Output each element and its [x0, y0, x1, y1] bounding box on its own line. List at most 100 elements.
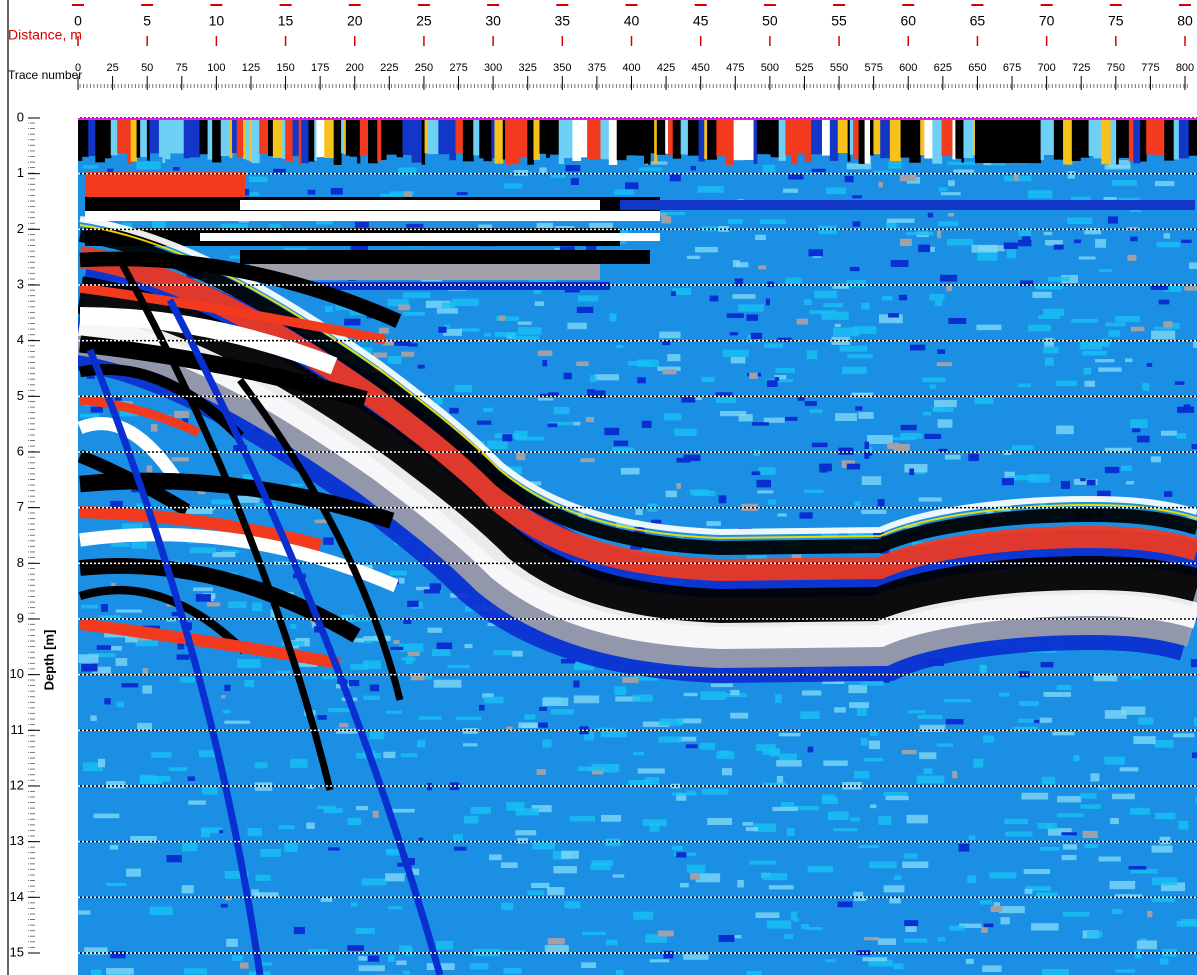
texture: [308, 949, 328, 955]
texture: [628, 361, 650, 366]
texture: [427, 118, 438, 154]
texture: [463, 743, 478, 746]
texture: [754, 118, 758, 164]
texture: [388, 356, 402, 364]
texture: [937, 230, 941, 238]
texture: [888, 313, 899, 317]
texture: [891, 437, 916, 440]
texture: [484, 118, 492, 161]
texture: [909, 468, 914, 475]
texture: [564, 373, 572, 380]
texture: [766, 298, 770, 305]
texture: [106, 883, 126, 886]
texture: [1046, 823, 1057, 829]
texture: [847, 163, 871, 169]
texture: [518, 327, 542, 335]
texture: [939, 187, 947, 191]
texture: [344, 319, 360, 326]
texture: [339, 723, 348, 727]
texture: [1044, 338, 1054, 347]
texture: [291, 484, 303, 487]
texture: [863, 957, 888, 961]
texture: [784, 934, 793, 939]
texture: [719, 495, 727, 503]
texture: [232, 118, 237, 153]
texture: [751, 333, 762, 339]
texture: [805, 401, 817, 406]
texture: [551, 175, 566, 178]
trace-tick-label: 25: [106, 62, 118, 74]
texture: [730, 690, 739, 695]
texture: [796, 806, 819, 810]
texture: [350, 664, 368, 670]
texture: [502, 434, 512, 441]
texture: [356, 806, 368, 810]
texture: [812, 169, 826, 172]
texture: [699, 118, 705, 161]
texture: [538, 722, 548, 727]
texture: [947, 162, 974, 165]
texture: [622, 677, 638, 683]
distance-tick-label: 45: [693, 13, 709, 29]
texture: [1191, 659, 1197, 667]
texture: [952, 771, 957, 778]
texture: [379, 328, 389, 334]
texture: [867, 435, 893, 444]
texture: [621, 468, 640, 475]
texture: [190, 547, 216, 553]
texture: [1193, 341, 1197, 348]
texture: [246, 118, 250, 160]
texture: [848, 685, 867, 693]
texture: [722, 768, 732, 775]
texture: [189, 118, 200, 157]
texture: [606, 940, 617, 946]
texture: [483, 408, 492, 412]
texture: [676, 458, 690, 463]
texture: [749, 861, 776, 865]
trace-tick-label: 75: [176, 62, 188, 74]
texture: [293, 118, 300, 156]
texture: [672, 792, 697, 795]
texture: [383, 752, 395, 758]
texture: [665, 118, 668, 154]
texture: [935, 300, 942, 306]
texture: [250, 264, 600, 280]
texture: [1155, 181, 1174, 186]
distance-tick-label: 5: [143, 13, 151, 29]
texture: [779, 118, 786, 161]
texture: [417, 740, 425, 748]
texture: [859, 845, 880, 848]
texture: [1080, 118, 1089, 158]
distance-tick-label: 75: [1108, 13, 1124, 29]
texture: [861, 303, 870, 310]
depth-tick-label: 12: [10, 777, 24, 792]
texture: [1157, 242, 1181, 247]
texture: [1018, 229, 1031, 236]
texture: [667, 354, 680, 361]
texture: [616, 345, 623, 348]
texture: [692, 491, 715, 496]
trace-tick-label: 275: [449, 62, 467, 74]
texture: [422, 118, 425, 165]
texture: [687, 865, 706, 873]
texture: [412, 118, 423, 163]
texture: [1111, 118, 1117, 164]
texture: [301, 118, 309, 163]
texture: [586, 246, 596, 251]
depth-tick-label: 6: [17, 443, 24, 458]
texture: [1156, 118, 1165, 156]
texture: [917, 776, 945, 784]
texture: [1048, 277, 1070, 282]
texture: [174, 411, 189, 418]
texture: [1112, 909, 1123, 914]
texture: [1161, 431, 1177, 436]
texture: [756, 744, 776, 751]
texture: [764, 343, 783, 348]
texture: [1151, 331, 1175, 340]
trace-tick-label: 425: [657, 62, 675, 74]
texture: [775, 694, 782, 703]
texture: [169, 767, 188, 771]
texture: [573, 422, 581, 426]
texture: [879, 182, 883, 188]
texture: [779, 754, 797, 761]
